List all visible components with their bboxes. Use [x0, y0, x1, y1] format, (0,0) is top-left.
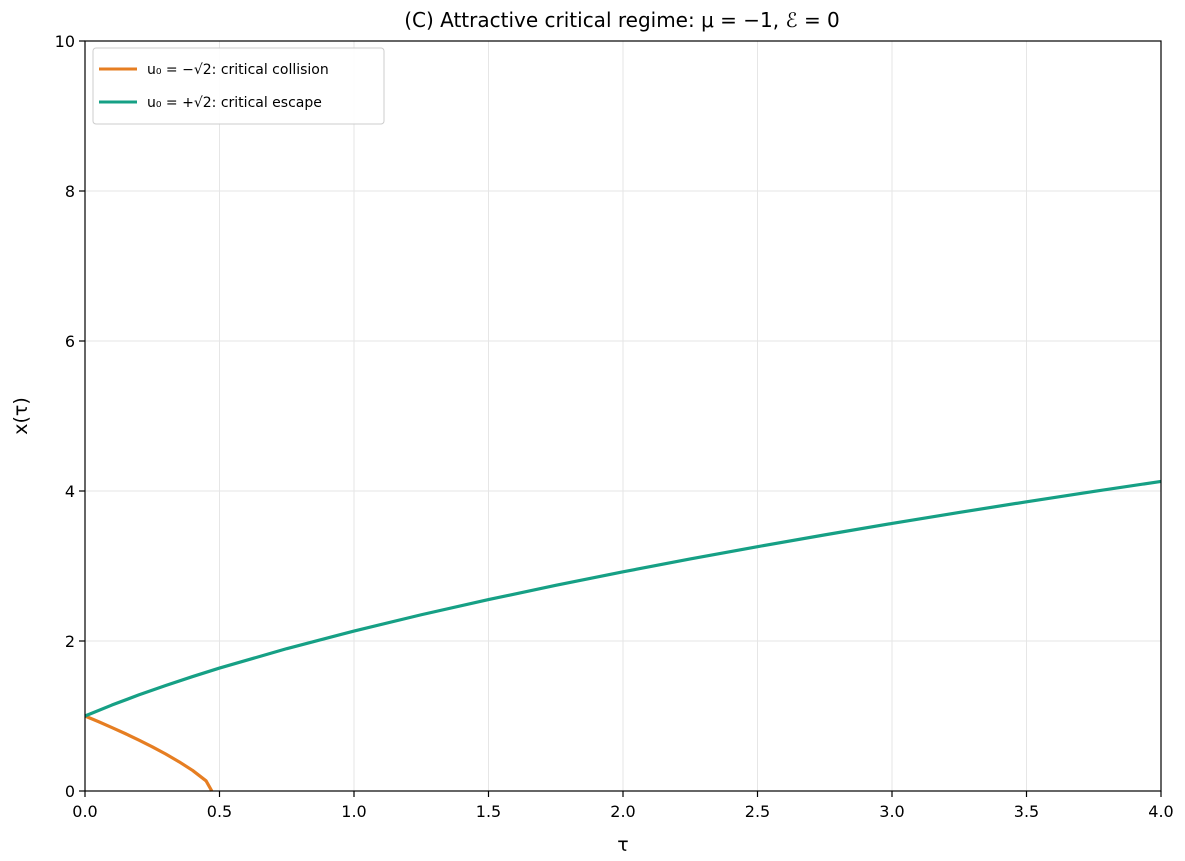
x-tick-label: 2.5: [745, 802, 770, 821]
x-tick-label: 1.5: [476, 802, 501, 821]
y-tick-label: 6: [65, 332, 75, 351]
x-tick-label: 4.0: [1148, 802, 1173, 821]
y-tick-label: 0: [65, 782, 75, 801]
legend-box: [92, 47, 385, 125]
x-axis-title: τ: [617, 834, 628, 856]
x-tick-label: 2.0: [610, 802, 635, 821]
y-axis-title: x(τ): [10, 397, 32, 435]
y-axis-ticks: 0 2 4 6 8 10: [55, 32, 85, 801]
x-tick-label: 1.0: [341, 802, 366, 821]
series-line-escape: [84, 479, 1162, 718]
series-line-collision: [84, 714, 214, 792]
x-tick-label: 3.5: [1014, 802, 1039, 821]
x-axis-ticks: 0.0 0.5 1.0 1.5 2.0 2.5 3.0 3.5 4.0: [72, 791, 1174, 821]
x-tick-label: 0.5: [207, 802, 232, 821]
x-tick-label: 3.0: [879, 802, 904, 821]
legend-label-escape: u₀ = +√2: critical escape: [147, 95, 322, 111]
y-tick-label: 8: [65, 182, 75, 201]
y-tick-label: 2: [65, 632, 75, 651]
y-tick-label: 10: [55, 32, 75, 51]
grid: [84, 40, 1162, 792]
legend-label-collision: u₀ = −√2: critical collision: [147, 62, 329, 78]
legend: u₀ = −√2: critical collision u₀ = +√2: c…: [92, 47, 385, 125]
y-tick-label: 4: [65, 482, 75, 501]
x-tick-label: 0.0: [72, 802, 97, 821]
series-lines: [84, 479, 1162, 792]
chart-title: (C) Attractive critical regime: μ = −1, …: [404, 8, 840, 32]
